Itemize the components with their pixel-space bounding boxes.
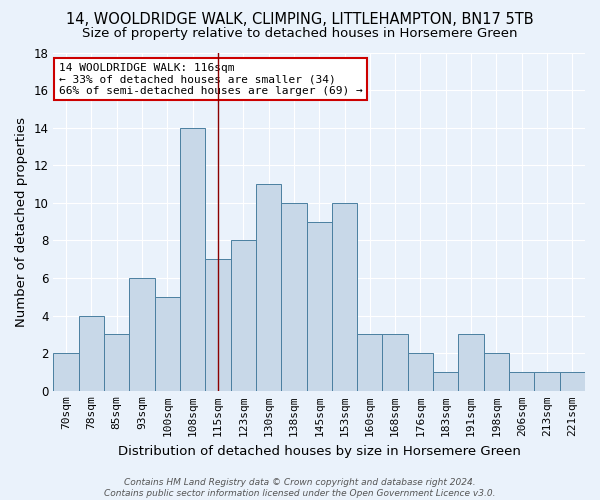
Bar	[307, 222, 332, 391]
Bar	[535, 372, 560, 391]
Bar	[230, 240, 256, 391]
Bar	[382, 334, 408, 391]
Bar	[408, 353, 433, 391]
Bar	[560, 372, 585, 391]
Bar	[180, 128, 205, 391]
Bar	[357, 334, 382, 391]
Bar	[104, 334, 130, 391]
Text: Contains HM Land Registry data © Crown copyright and database right 2024.
Contai: Contains HM Land Registry data © Crown c…	[104, 478, 496, 498]
Bar	[205, 259, 230, 391]
Bar	[79, 316, 104, 391]
Bar	[458, 334, 484, 391]
Bar	[332, 203, 357, 391]
Text: 14 WOOLDRIDGE WALK: 116sqm
← 33% of detached houses are smaller (34)
66% of semi: 14 WOOLDRIDGE WALK: 116sqm ← 33% of deta…	[59, 62, 362, 96]
X-axis label: Distribution of detached houses by size in Horsemere Green: Distribution of detached houses by size …	[118, 444, 521, 458]
Text: Size of property relative to detached houses in Horsemere Green: Size of property relative to detached ho…	[82, 28, 518, 40]
Bar	[281, 203, 307, 391]
Bar	[509, 372, 535, 391]
Bar	[130, 278, 155, 391]
Bar	[256, 184, 281, 391]
Bar	[53, 353, 79, 391]
Bar	[484, 353, 509, 391]
Bar	[433, 372, 458, 391]
Text: 14, WOOLDRIDGE WALK, CLIMPING, LITTLEHAMPTON, BN17 5TB: 14, WOOLDRIDGE WALK, CLIMPING, LITTLEHAM…	[66, 12, 534, 28]
Bar	[155, 297, 180, 391]
Y-axis label: Number of detached properties: Number of detached properties	[15, 116, 28, 326]
